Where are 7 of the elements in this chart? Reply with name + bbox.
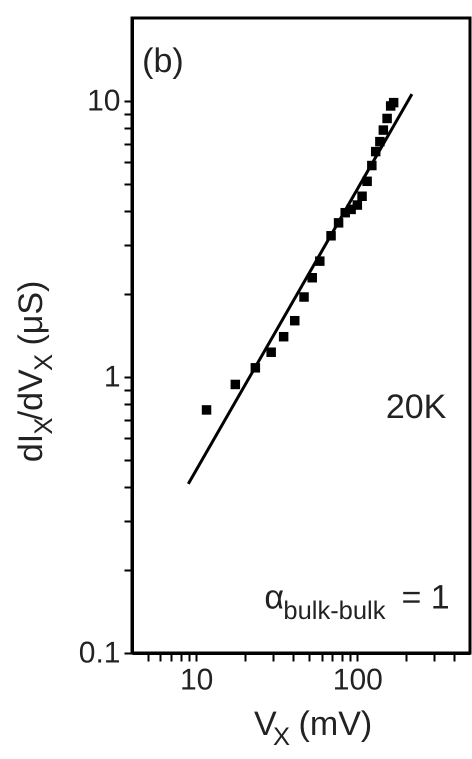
y-axis-title: dIX/dVX (μS): [12, 280, 58, 462]
annotation: (b): [142, 42, 184, 80]
annotation: 20K: [386, 388, 447, 426]
y-tick-label: 10: [87, 84, 120, 118]
y-tick-label: 1: [104, 360, 120, 394]
x-tick-label: 100: [332, 664, 383, 696]
y-tick-label: 0.1: [78, 636, 120, 670]
